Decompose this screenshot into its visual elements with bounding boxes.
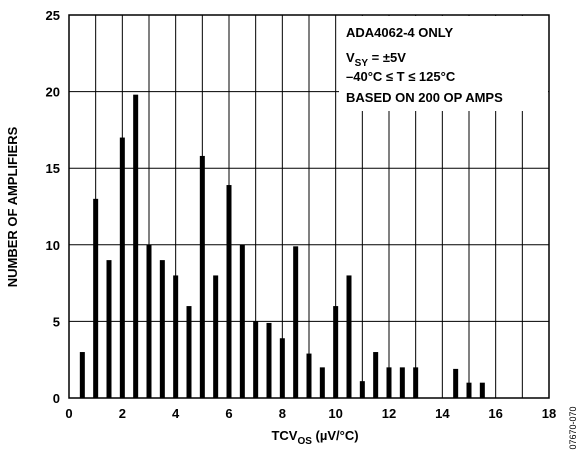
x-tick-label: 10 xyxy=(328,406,342,421)
bar xyxy=(346,275,352,398)
x-tick-labels: 0 2 4 6 8 10 12 14 16 18 xyxy=(65,406,556,421)
annotation-line-2: VSY = ±5V xyxy=(346,50,406,69)
bar xyxy=(373,352,379,398)
x-tick-label: 14 xyxy=(435,406,450,421)
figure-code: 07670-070 xyxy=(568,406,578,449)
bar xyxy=(186,306,192,398)
bar xyxy=(466,382,472,398)
bar xyxy=(293,246,299,398)
y-tick-label: 5 xyxy=(53,314,60,329)
bar xyxy=(146,244,152,398)
bar xyxy=(413,367,419,398)
bar xyxy=(266,322,272,398)
bar xyxy=(399,367,405,398)
x-tick-label: 12 xyxy=(382,406,396,421)
bar xyxy=(213,275,219,398)
bar xyxy=(479,382,485,398)
y-axis-title: NUMBER OF AMPLIFIERS xyxy=(5,126,20,287)
bar xyxy=(173,275,179,398)
bar xyxy=(359,381,365,398)
x-tick-label: 16 xyxy=(488,406,502,421)
bar xyxy=(253,321,259,398)
y-tick-label: 25 xyxy=(46,8,60,23)
bar xyxy=(106,260,112,398)
y-tick-label: 10 xyxy=(46,238,60,253)
bar xyxy=(159,260,165,398)
annotation-line-1: ADA4062-4 ONLY xyxy=(346,25,454,40)
bar xyxy=(239,244,245,398)
annotation: ADA4062-4 ONLY VSY = ±5V –40°C ≤ T ≤ 125… xyxy=(346,25,503,105)
annotation-line-4: BASED ON 200 OP AMPS xyxy=(346,90,503,105)
x-tick-label: 0 xyxy=(65,406,72,421)
bar xyxy=(319,367,325,398)
y-tick-label: 20 xyxy=(46,85,60,100)
x-axis-title: TCVOS (µV/°C) xyxy=(271,428,358,447)
y-tick-label: 15 xyxy=(46,161,60,176)
x-tick-label: 4 xyxy=(172,406,180,421)
bars xyxy=(79,94,485,398)
bar xyxy=(306,353,312,398)
bar xyxy=(133,94,139,398)
bar xyxy=(333,306,339,398)
bar xyxy=(279,338,285,398)
bar xyxy=(386,367,392,398)
x-tick-label: 8 xyxy=(279,406,286,421)
bar xyxy=(453,368,459,398)
annotation-line-3: –40°C ≤ T ≤ 125°C xyxy=(346,69,456,84)
annotation-box xyxy=(339,16,548,111)
y-tick-labels: 0 5 10 15 20 25 xyxy=(46,8,60,406)
bar xyxy=(93,198,99,398)
x-tick-label: 18 xyxy=(542,406,556,421)
bar xyxy=(79,352,85,398)
bar xyxy=(199,155,205,398)
bar xyxy=(119,137,125,398)
bar xyxy=(226,185,232,398)
x-tick-label: 6 xyxy=(225,406,232,421)
y-tick-label: 0 xyxy=(53,391,60,406)
x-tick-label: 2 xyxy=(119,406,126,421)
plot-frame xyxy=(68,14,550,399)
